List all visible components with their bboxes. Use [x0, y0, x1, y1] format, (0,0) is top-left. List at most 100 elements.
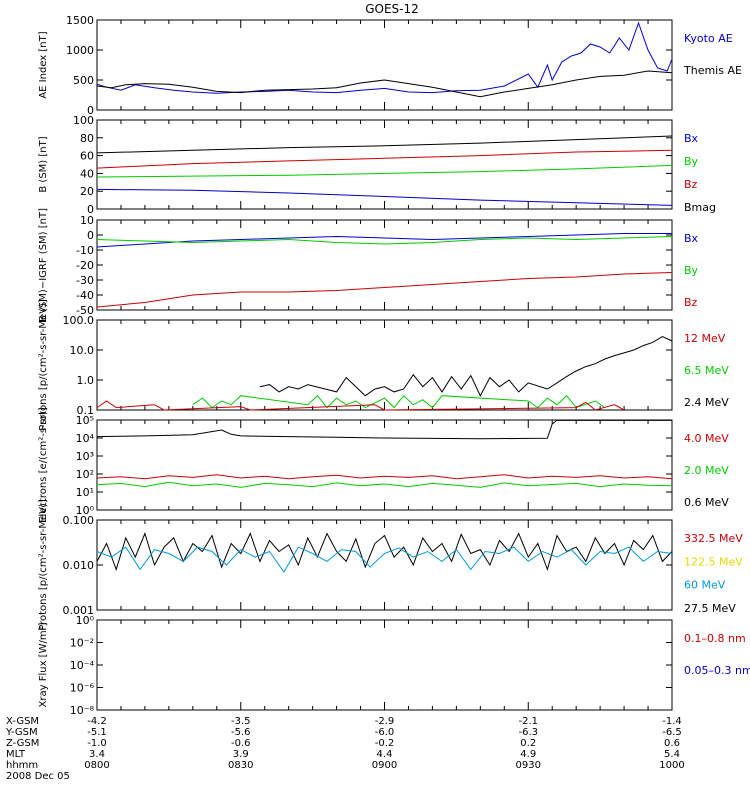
y-tick-label: 10⁰	[76, 504, 95, 517]
x-axis-value: -5.1	[87, 727, 107, 738]
panel-frame	[96, 319, 673, 411]
x-axis-value: 0830	[228, 760, 253, 771]
series-line	[96, 135, 673, 154]
y-tick-label: 0.001	[63, 604, 95, 617]
series-line	[96, 70, 673, 98]
y-tick-label: 100	[73, 114, 94, 127]
legend-label: 4.0 MeV	[684, 432, 729, 445]
series-line	[96, 188, 673, 206]
x-axis-value: 0900	[372, 760, 397, 771]
x-axis-value: 0.6	[664, 738, 680, 749]
legend-label: By	[684, 155, 699, 168]
y-tick-label: 1.0	[77, 374, 95, 387]
x-axis-row-label: MLT	[6, 749, 26, 760]
y-tick-label: -30	[76, 274, 94, 287]
legend-label: 332.5 MeV	[684, 532, 743, 545]
legend-label: 0.6 MeV	[684, 496, 729, 509]
series-line	[96, 546, 673, 573]
x-axis-value: 4.9	[520, 749, 536, 760]
y-tick-label: 10¹	[76, 486, 94, 499]
y-axis-label: Electrons [e/(cm²-s-sr)]	[38, 407, 49, 523]
y-tick-label: -20	[76, 259, 94, 272]
y-tick-label: 100.0	[63, 314, 95, 327]
legend-label: Bz	[684, 178, 698, 191]
panel-4: 0.1 1.0 10.0 100.0 Protons [p/(cm²-s-sr-MeV)…	[38, 299, 729, 431]
y-tick-label: 20	[80, 185, 94, 198]
legend-label: Bx	[684, 232, 699, 245]
x-axis-date: 2008 Dec 05	[6, 771, 70, 782]
panel-6: 0.001 0.010 0.100 Protons [p/(cm²-s-sr-MeV)…	[38, 499, 743, 631]
series-line	[96, 419, 672, 440]
y-tick-label: 0.1	[77, 404, 95, 417]
y-tick-label: 40	[80, 167, 94, 180]
x-axis-value: -1.4	[662, 716, 682, 727]
legend-label: 2.0 MeV	[684, 464, 729, 477]
y-tick-label: -10	[76, 244, 94, 257]
y-tick-label: 0.100	[63, 514, 95, 527]
series-line	[96, 272, 673, 308]
legend-label: 12 MeV	[684, 332, 726, 345]
x-axis-value: -2.9	[375, 716, 395, 727]
series-line	[96, 233, 672, 248]
x-axis-value: -5.6	[231, 727, 251, 738]
legend-label: Bmag	[684, 201, 716, 214]
x-axis-value: 0800	[84, 760, 109, 771]
x-axis-value: -2.1	[518, 716, 538, 727]
legend-label: 0.1–0.8 nm	[684, 632, 746, 645]
x-axis-value: -6.5	[662, 727, 682, 738]
legend-label: 27.5 MeV	[684, 602, 736, 615]
x-axis-value: -0.2	[375, 738, 395, 749]
x-axis-value: 0.2	[520, 738, 536, 749]
y-tick-label: 0	[87, 229, 94, 242]
panel-5: 10⁰ 10¹ 10² 10³ 10⁴ 10⁵ Electrons [e/(cm²-s-sr…	[38, 407, 729, 523]
y-tick-label: 500	[73, 74, 94, 87]
x-axis-value: 1000	[659, 760, 684, 771]
x-axis-value: -6.3	[518, 727, 538, 738]
y-tick-label: 10⁵	[76, 414, 94, 427]
y-tick-label: 10⁻⁴	[70, 659, 95, 672]
y-axis-label: AE Index [nT]	[38, 31, 49, 98]
x-axis-value: 0930	[516, 760, 541, 771]
y-tick-label: 10²	[76, 468, 94, 481]
y-tick-label: 60	[80, 150, 94, 163]
y-tick-label: -50	[76, 304, 94, 317]
legend-label: 122.5 MeV	[684, 555, 743, 568]
series-line	[96, 21, 673, 94]
y-tick-label: 1000	[66, 44, 94, 57]
x-axis-row-label: Z-GSM	[6, 738, 39, 749]
series-line	[96, 164, 673, 178]
panel-frame	[96, 19, 673, 111]
y-tick-label: 0.010	[63, 559, 95, 572]
y-tick-label: 10³	[76, 450, 94, 463]
x-axis-value: 4.4	[377, 749, 393, 760]
y-axis-label: B (SM)−IGRF (SM) [nT]	[38, 208, 49, 322]
panel-3: -50 -40 -30 -20 -10 0 10 B (SM)−IGRF (SM) [nT] B…	[38, 208, 699, 322]
legend-label: Bz	[684, 296, 698, 309]
x-axis-value: 5.4	[664, 749, 680, 760]
x-axis-value: -0.6	[231, 738, 251, 749]
y-tick-label: 10⁻⁸	[70, 704, 95, 717]
y-axis-label: B (SM) [nT]	[38, 136, 49, 192]
y-tick-label: -40	[76, 289, 94, 302]
legend-label: Themis AE	[683, 64, 742, 77]
y-tick-label: 10.0	[70, 344, 95, 357]
series-line	[96, 236, 673, 245]
x-axis-row-label: X-GSM	[6, 716, 39, 727]
y-tick-label: 10⁰	[76, 614, 95, 627]
series-line	[259, 336, 673, 397]
figure-title: GOES-12	[365, 2, 419, 16]
legend-label: 2.4 MeV	[684, 396, 729, 409]
y-tick-label: 0	[87, 104, 94, 117]
y-axis-label: Protons [p/(cm²-s-sr-MeV)]	[38, 499, 49, 631]
y-tick-label: 10⁻²	[70, 637, 94, 650]
y-axis-label: Xray Flux [W/m²]	[38, 622, 49, 707]
x-axis-value: -4.2	[87, 716, 107, 727]
y-axis-label: Protons [p/(cm²-s-sr-MeV)]	[38, 299, 49, 431]
legend-label: 0.05–0.3 nm	[684, 664, 750, 677]
y-tick-label: 10⁻⁶	[70, 682, 95, 695]
x-axis-row-label: Y-GSM	[5, 727, 38, 738]
series-line	[96, 400, 625, 411]
series-line	[96, 149, 673, 169]
x-axis-value: -1.0	[87, 738, 107, 749]
